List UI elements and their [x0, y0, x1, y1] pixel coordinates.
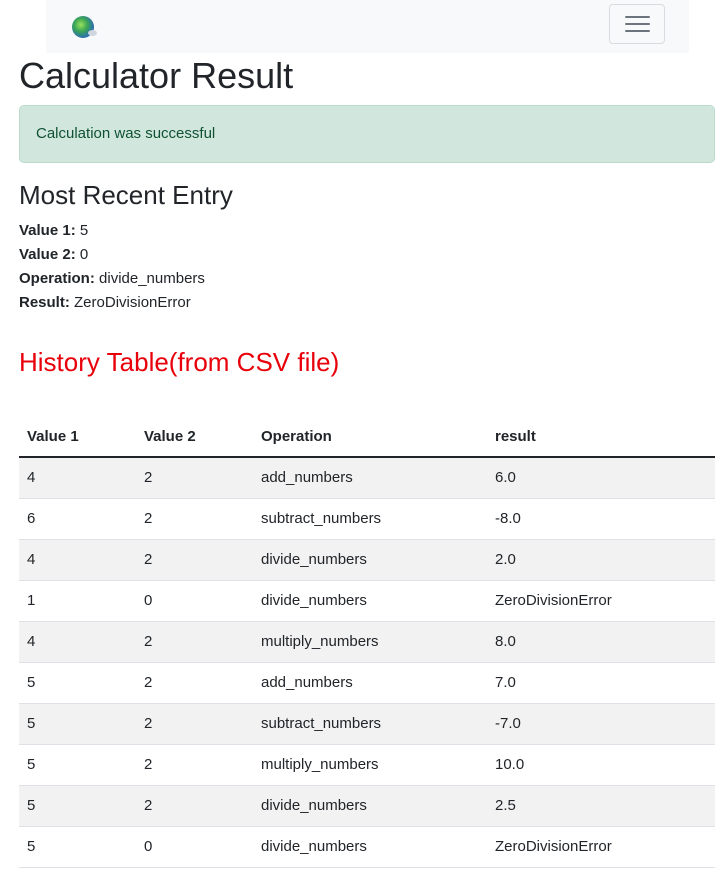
recent-result: Result: ZeroDivisionError — [19, 291, 519, 315]
success-alert: Calculation was successful — [19, 105, 715, 163]
recent-value1-label: Value 1: — [19, 222, 76, 239]
cell-value2: 0 — [136, 826, 253, 868]
recent-value2-value: 0 — [79, 246, 89, 263]
cell-operation: divide_numbers — [253, 826, 487, 868]
table-row: 4 2 multiply_numbers 8.0 — [19, 621, 715, 663]
cell-result: ZeroDivisionError — [487, 826, 715, 868]
recent-value2-label: Value 2: — [19, 246, 76, 263]
hamburger-menu-icon — [625, 16, 650, 33]
cell-result: -7.0 — [487, 703, 715, 745]
table-row: 4 2 add_numbers 6.0 — [19, 457, 715, 499]
recent-result-label: Result: — [19, 294, 70, 311]
globe-logo-icon[interactable] — [72, 16, 97, 38]
cell-operation: divide_numbers — [253, 539, 487, 581]
cell-operation: multiply_numbers — [253, 621, 487, 663]
cell-result: 2.0 — [487, 539, 715, 581]
page-title: Calculator Result — [19, 55, 294, 96]
cell-operation: add_numbers — [253, 457, 487, 499]
recent-operation: Operation: divide_numbers — [19, 267, 519, 291]
menu-toggle-button[interactable] — [609, 4, 665, 44]
cell-value2: 2 — [136, 662, 253, 704]
cell-value1: 5 — [19, 703, 136, 745]
col-header-value1: Value 1 — [19, 416, 136, 458]
recent-operation-label: Operation: — [19, 270, 95, 287]
cell-value1: 6 — [19, 498, 136, 540]
cell-value1: 4 — [19, 621, 136, 663]
table-row: 4 2 divide_numbers 2.0 — [19, 539, 715, 581]
cell-value2: 2 — [136, 457, 253, 499]
cell-value1: 5 — [19, 744, 136, 786]
cell-value1: 1 — [19, 580, 136, 622]
history-table-body: 4 2 add_numbers 6.0 6 2 subtract_numbers -8.0 4 2… — [19, 457, 715, 868]
recent-operation-value: divide_numbers — [99, 270, 205, 287]
recent-value1: Value 1: 5 — [19, 219, 519, 243]
table-row: 5 2 multiply_numbers 10.0 — [19, 744, 715, 786]
cell-value2: 2 — [136, 539, 253, 581]
cell-value2: 2 — [136, 498, 253, 540]
history-table: Value 1 Value 2 Operation result 4 2 add_n… — [19, 416, 715, 868]
col-header-result: result — [487, 416, 715, 458]
cell-value2: 2 — [136, 621, 253, 663]
table-row: 1 0 divide_numbers ZeroDivisionError — [19, 580, 715, 622]
cell-value1: 5 — [19, 826, 136, 868]
recent-value2: Value 2: 0 — [19, 243, 519, 267]
cell-value2: 2 — [136, 744, 253, 786]
cell-value1: 4 — [19, 539, 136, 581]
cell-result: 2.5 — [487, 785, 715, 827]
cell-operation: subtract_numbers — [253, 498, 487, 540]
cell-result: 8.0 — [487, 621, 715, 663]
table-row: 5 2 divide_numbers 2.5 — [19, 785, 715, 827]
table-row: 5 2 subtract_numbers -7.0 — [19, 703, 715, 745]
cell-operation: subtract_numbers — [253, 703, 487, 745]
table-row: 5 0 divide_numbers ZeroDivisionError — [19, 826, 715, 868]
cell-operation: divide_numbers — [253, 785, 487, 827]
col-header-operation: Operation — [253, 416, 487, 458]
navbar — [46, 0, 689, 53]
history-header-row: Value 1 Value 2 Operation result — [19, 416, 715, 458]
recent-result-value: ZeroDivisionError — [74, 294, 191, 311]
recent-entry-heading: Most Recent Entry — [19, 180, 233, 210]
cell-result: ZeroDivisionError — [487, 580, 715, 622]
cell-value2: 2 — [136, 785, 253, 827]
cell-result: 10.0 — [487, 744, 715, 786]
table-row: 5 2 add_numbers 7.0 — [19, 662, 715, 704]
cell-result: 6.0 — [487, 457, 715, 499]
cell-value1: 4 — [19, 457, 136, 499]
cell-value1: 5 — [19, 785, 136, 827]
cell-result: -8.0 — [487, 498, 715, 540]
cell-operation: multiply_numbers — [253, 744, 487, 786]
cell-operation: divide_numbers — [253, 580, 487, 622]
cell-value1: 5 — [19, 662, 136, 704]
cell-result: 7.0 — [487, 662, 715, 704]
cell-value2: 0 — [136, 580, 253, 622]
col-header-value2: Value 2 — [136, 416, 253, 458]
table-row: 6 2 subtract_numbers -8.0 — [19, 498, 715, 540]
history-heading: History Table(from CSV file) — [19, 347, 340, 377]
recent-value1-value: 5 — [79, 222, 89, 239]
cell-value2: 2 — [136, 703, 253, 745]
cell-operation: add_numbers — [253, 662, 487, 704]
